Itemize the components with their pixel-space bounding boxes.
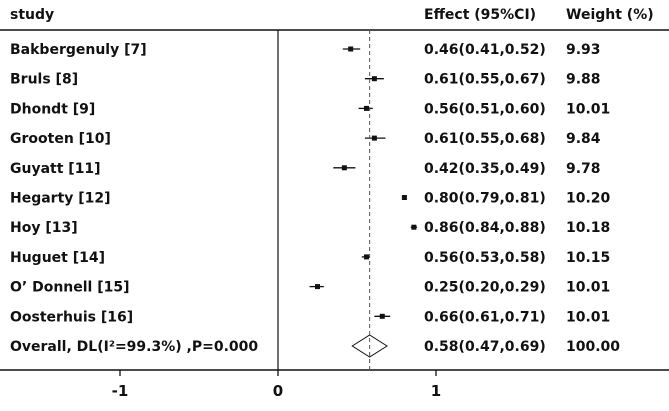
effect-point [363, 105, 369, 111]
effect-label: 0.25(0.20,0.29) [424, 280, 546, 296]
study-label: Dhondt [9] [10, 101, 95, 117]
effect-point [371, 76, 377, 82]
study-label: Huguet [14] [10, 250, 105, 266]
study-label: O’ Donnell [15] [10, 280, 130, 296]
effect-point [363, 254, 369, 260]
effect-label: 0.58(0.47,0.69) [424, 339, 546, 355]
effect-label: 0.46(0.41,0.52) [424, 42, 546, 58]
effect-label: 0.86(0.84,0.88) [424, 220, 546, 236]
x-tick-label: 1 [431, 382, 441, 400]
effect-point [411, 224, 417, 230]
x-ticks: -1 0 1 [112, 370, 441, 400]
effect-label: 0.61(0.55,0.67) [424, 72, 546, 88]
weight-label: 10.01 [566, 280, 610, 296]
study-label: Oosterhuis [16] [10, 309, 133, 325]
header-weight: Weight (%) [566, 7, 654, 23]
weight-label: 100.00 [566, 339, 620, 355]
effect-label: 0.61(0.55,0.68) [424, 131, 546, 147]
study-label: Hegarty [12] [10, 191, 111, 207]
effect-label: 0.42(0.35,0.49) [424, 161, 546, 177]
x-tick-label: 0 [273, 382, 283, 400]
weight-label: 9.88 [566, 72, 601, 88]
study-label: Bakbergenuly [7] [10, 42, 147, 58]
effect-point [379, 313, 385, 319]
effect-label: 0.80(0.79,0.81) [424, 191, 546, 207]
effect-label: 0.66(0.61,0.71) [424, 309, 546, 325]
effect-point [315, 284, 320, 290]
header-effect: Effect (95%CI) [424, 7, 536, 23]
weight-label: 10.01 [566, 101, 610, 117]
study-label: Hoy [13] [10, 220, 78, 236]
weight-label: 9.93 [566, 42, 601, 58]
effect-point [348, 46, 354, 52]
header-study: study [10, 7, 54, 23]
weight-label: 9.84 [566, 131, 601, 147]
weight-label: 10.18 [566, 220, 610, 236]
study-rows: Bakbergenuly [7] 0.46(0.41,0.52) 9.93 Bruls… [10, 42, 620, 355]
weight-label: 10.20 [566, 191, 611, 207]
plot-marks [309, 30, 418, 370]
effect-point [401, 195, 407, 200]
effect-label: 0.56(0.53,0.58) [424, 250, 546, 266]
effect-point [341, 165, 347, 171]
weight-label: 10.01 [566, 309, 610, 325]
x-tick-label: -1 [112, 382, 129, 400]
weight-label: 10.15 [566, 250, 610, 266]
study-label: Bruls [8] [10, 72, 78, 88]
effect-point [371, 135, 377, 141]
study-label: Grooten [10] [10, 131, 111, 147]
study-label: Overall, DL(I²=99.3%) ,P=0.000 [10, 339, 258, 355]
effect-label: 0.56(0.51,0.60) [424, 101, 546, 117]
study-label: Guyatt [11] [10, 161, 101, 177]
weight-label: 9.78 [566, 161, 601, 177]
